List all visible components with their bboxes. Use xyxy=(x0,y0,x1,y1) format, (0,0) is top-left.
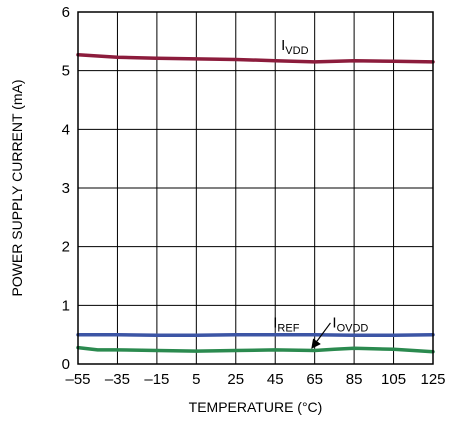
x-tick-label: 85 xyxy=(346,371,363,388)
x-tick-label: –15 xyxy=(144,371,169,388)
y-tick-label: 4 xyxy=(62,121,70,138)
x-tick-label: 25 xyxy=(227,371,244,388)
series-label-vdd-main: I xyxy=(281,37,285,54)
y-tick-label: 1 xyxy=(62,297,70,314)
grid xyxy=(77,11,434,365)
series-label-ovdd-sub: OVDD xyxy=(337,323,369,335)
y-tick-label: 3 xyxy=(62,180,70,197)
x-tick-label: 125 xyxy=(420,371,445,388)
series-label-ref-sub: REF xyxy=(277,323,299,335)
series-line-ovdd xyxy=(76,345,435,354)
y-tick-label: 2 xyxy=(62,239,70,256)
x-tick-label: 5 xyxy=(192,371,200,388)
series-line-vdd xyxy=(76,53,435,64)
x-tick-label: 65 xyxy=(306,371,323,388)
y-axis-title: POWER SUPPLY CURRENT (mA) xyxy=(9,79,25,296)
series-label-ovdd-main: I xyxy=(332,315,336,332)
x-tick-label: 105 xyxy=(381,371,406,388)
series-label-vdd-sub: VDD xyxy=(285,45,308,57)
y-tick-label: 6 xyxy=(62,4,70,21)
series-label-ovdd: IOVDD xyxy=(332,315,368,335)
ovdd-leader-arrow xyxy=(311,322,331,349)
series-lines xyxy=(76,53,435,354)
x-tick-label: 45 xyxy=(267,371,284,388)
series-line-ref xyxy=(76,332,435,338)
x-tick-label: –35 xyxy=(105,371,130,388)
plot-frame xyxy=(77,11,434,365)
series-label-ref: IREF xyxy=(273,315,299,335)
x-tick-label: –55 xyxy=(65,371,90,388)
y-tick-label: 0 xyxy=(62,356,70,373)
y-tick-label: 5 xyxy=(62,63,70,80)
x-axis-title: TEMPERATURE (°C) xyxy=(189,399,323,415)
series-label-ref-main: I xyxy=(273,315,277,332)
series-label-vdd: IVDD xyxy=(281,37,308,57)
